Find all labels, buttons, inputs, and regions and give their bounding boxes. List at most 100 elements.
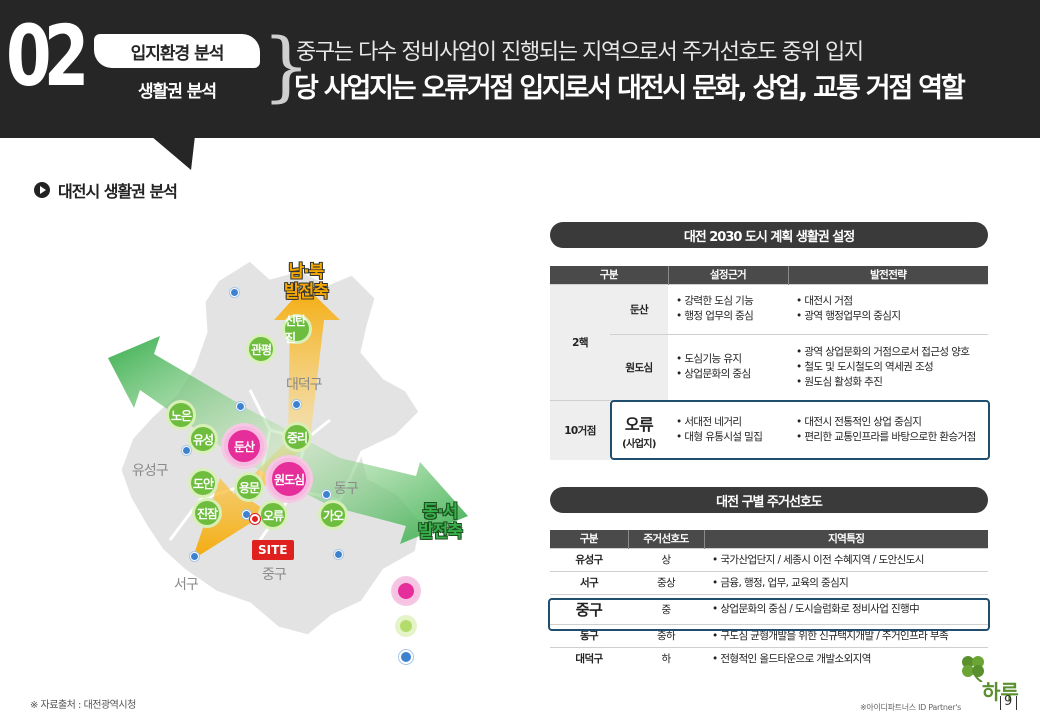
hub-node-noeun: 노은 xyxy=(166,400,196,430)
table1-name-oryu-main: 오류 xyxy=(624,414,654,434)
table1-header-row: 구분 설정근거 발전전략 xyxy=(550,266,988,284)
table1-strategy-oryu: 대전시 전통적인 상업 중심지 편리한 교통인프라를 바탕으로한 환승거점 xyxy=(788,399,988,460)
bullet-text: 대전시 전통적인 상업 중심지 xyxy=(796,415,988,430)
table2-gu: 유성구 xyxy=(550,547,628,571)
bullet-text: 행정 업무의 중심 xyxy=(676,309,788,324)
table2-junggu-highlight xyxy=(548,598,990,631)
hub-node-doan: 도안 xyxy=(188,468,218,498)
minor-node-dot xyxy=(236,402,245,411)
section-heading-text: 대전시 생활권 분석 xyxy=(58,182,178,201)
bullet-text: 광역 행정업무의 중심지 xyxy=(796,309,988,324)
bullet-text: 광역 상업문화의 거점으로서 접근성 양호 xyxy=(796,345,988,360)
site-marker xyxy=(250,514,260,524)
table1-strategy-dunsan: 대전시 거점 광역 행정업무의 중심지 xyxy=(788,283,988,334)
brand-logo: 하루 xyxy=(954,646,1034,710)
minor-node-dot xyxy=(190,552,199,561)
source-note: ※ 자료출처 : 대전광역시청 xyxy=(30,700,136,711)
bullet-text: 금융, 행정, 업무, 교육의 중심지 xyxy=(712,572,988,594)
hub-node-oryu: 오류 xyxy=(258,500,288,530)
table1-group-10hubs: 10거점 xyxy=(550,399,610,460)
bullet-text: 대전시 거점 xyxy=(796,294,988,309)
table2-feature: 전형적인 올드타운으로 개발소외지역 xyxy=(704,646,988,670)
table-row: 10거점 오류 (사업지) 서대전 네거리 대형 유통시설 밀집 대전시 전통적… xyxy=(550,399,988,460)
table2-gu: 대덕구 xyxy=(550,646,628,670)
table1-header-basis: 설정근거 xyxy=(667,266,788,284)
table-row: 원도심 도심기능 유지 상업문화의 중심 광역 상업문화의 거점으로서 접근성 … xyxy=(550,333,988,400)
north-south-axis-label: 남·북 발전축 xyxy=(284,262,329,303)
table2-feature: 국가산업단지 / 세종시 이전 수혜지역 / 도안신도시 xyxy=(704,547,988,571)
table1-site-highlight xyxy=(610,400,990,460)
east-west-axis-label: 동·서 발전축 xyxy=(418,502,463,543)
district-jung: 중구 xyxy=(262,567,287,583)
legend-core-marker xyxy=(393,578,419,604)
bullet-text: 편리한 교통인프라를 바탕으로한 환승거점 xyxy=(796,430,988,445)
minor-node-dot xyxy=(322,490,331,499)
hub-node-yuseong: 유성 xyxy=(188,424,218,454)
headline-line1: 중구는 다수 정비사업이 진행되는 지역으로서 주거선호도 중위 입지 xyxy=(296,40,864,65)
north-south-axis xyxy=(192,286,340,560)
north-south-axis-label-line1: 남·북 xyxy=(288,262,325,282)
legend-hub-marker xyxy=(395,615,417,637)
table2-gu: 서구 xyxy=(550,570,628,594)
table2-header-pref: 주거선호도 xyxy=(627,530,704,548)
table1-basis-dunsan: 강력한 도심 기능 행정 업무의 중심 xyxy=(668,283,788,334)
hub-node-jinjam: 진잠 xyxy=(192,498,222,528)
table1-name-oryu-sub: (사업지) xyxy=(622,438,656,450)
core-node-wondosim: 원도심 xyxy=(268,458,310,500)
table-row: 2핵 둔산 강력한 도심 기능 행정 업무의 중심 대전시 거점 광역 행정업무… xyxy=(550,283,988,400)
table2-pref: 하 xyxy=(628,646,704,670)
hub-node-sintanjin: 신탄진 xyxy=(282,314,312,345)
bullet-text: 국가산업단지 / 세종시 이전 수혜지역 / 도안신도시 xyxy=(712,549,988,571)
north-south-axis-label-line2: 발전축 xyxy=(284,282,329,303)
table-row: 서구 중상 금융, 행정, 업무, 교육의 중심지 xyxy=(550,570,988,594)
table2-pref: 상 xyxy=(628,547,704,571)
minor-node-dot xyxy=(182,446,191,455)
brace-divider: } xyxy=(262,21,311,110)
minor-node-dot xyxy=(292,400,301,409)
hub-node-yongmun: 용문 xyxy=(234,472,264,502)
bullet-text: 상업문화의 중심 xyxy=(676,367,788,382)
hub-node-gao: 가오 xyxy=(318,500,348,530)
play-bullet-icon xyxy=(34,182,50,198)
table2-pref: 중상 xyxy=(628,570,704,594)
east-west-axis-label-line2: 발전축 xyxy=(418,522,463,543)
bullet-text: 서대전 네거리 xyxy=(676,415,788,430)
section-heading: 대전시 생활권 분석 xyxy=(34,178,178,202)
east-west-axis-label-line1: 동·서 xyxy=(422,502,459,522)
minor-node-dot xyxy=(334,550,343,559)
bullet-text: 구도심 균형개발을 위한 신규택지개발 / 주거인프라 부족 xyxy=(712,625,988,647)
district-yuseong: 유성구 xyxy=(132,463,169,479)
table-row: 대덕구 하 전형적인 올드타운으로 개발소외지역 xyxy=(550,646,988,670)
bullet-text: 도심기능 유지 xyxy=(676,352,788,367)
site-label: SITE xyxy=(252,540,294,560)
table2-title: 대전 구별 주거선호도 xyxy=(550,487,988,513)
table1-name-dunsan: 둔산 xyxy=(610,283,668,334)
clover-icon xyxy=(962,656,984,682)
bullet-text: 전형적인 올드타운으로 개발소외지역 xyxy=(712,648,988,670)
table1-strategy-wondosim: 광역 상업문화의 거점으로서 접근성 양호 철도 및 도시철도의 역세권 조성 … xyxy=(788,333,988,400)
table1-name-wondosim: 원도심 xyxy=(610,333,668,400)
page-header: 02 입지환경 분석 생활권 분석 } 중구는 다수 정비사업이 진행되는 지역… xyxy=(0,0,1040,138)
district-daedeok: 대덕구 xyxy=(286,377,323,393)
table2-header-gubun: 구분 xyxy=(550,530,628,548)
hub-node-jungni: 중리 xyxy=(282,422,312,452)
page-number: 9 xyxy=(999,694,1018,710)
table1-header-strategy: 발전전략 xyxy=(787,266,988,284)
bullet-text: 원도심 활성화 추진 xyxy=(796,375,988,390)
bullet-text: 철도 및 도시철도의 역세권 조성 xyxy=(796,360,988,375)
table1-title: 대전 2030 도시 계획 생활권 설정 xyxy=(550,222,988,248)
living-zone-table: 구분 설정근거 발전전략 2핵 둔산 강력한 도심 기능 행정 업무의 중심 대… xyxy=(550,266,988,460)
section-subtitle: 생활권 분석 xyxy=(137,81,217,102)
table1-basis-wondosim: 도심기능 유지 상업문화의 중심 xyxy=(668,333,788,400)
bullet-text: 상업문화의 중심 / 도시슬럼화로 정비사업 진행中 xyxy=(712,598,988,620)
table1-group-2core: 2핵 xyxy=(550,283,610,400)
table2-header-row: 구분 주거선호도 지역특징 xyxy=(550,530,988,548)
legend-minor-marker xyxy=(399,650,413,664)
section-number: 02 xyxy=(6,7,89,105)
table1-header-gubun: 구분 xyxy=(550,266,668,284)
table-row: 유성구 상 국가산업단지 / 세종시 이전 수혜지역 / 도안신도시 xyxy=(550,547,988,571)
core-node-dunsan: 둔산 xyxy=(224,426,264,466)
hub-node-gwanpyeong: 관평 xyxy=(246,334,276,364)
daejeon-map: 남·북 발전축 동·서 발전축 대덕구 유성구 동구 서구 중구 둔산 원도심 … xyxy=(100,240,540,680)
table2-feature: 금융, 행정, 업무, 교육의 중심지 xyxy=(704,570,988,594)
